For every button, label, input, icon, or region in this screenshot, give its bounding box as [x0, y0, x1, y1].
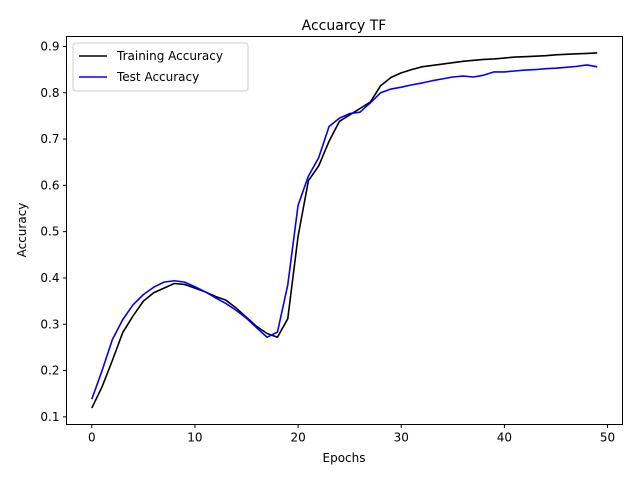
axis-ticks: 0 10 20 30 40 50 0.1 0.2 0.3 0.4 0.5 0.6 0.7 0.8 0.9: [40, 39, 615, 444]
x-tick-label: 0: [88, 431, 96, 445]
series-line-2: [91, 64, 598, 400]
plot-frame: [66, 36, 623, 425]
x-axis-label: Epochs: [323, 451, 366, 465]
y-tick-label: 0.8: [40, 86, 59, 100]
x-tick-label: 50: [600, 431, 615, 445]
y-tick-label: 0.4: [40, 271, 59, 285]
series-layer: [91, 52, 598, 409]
y-tick-label: 0.2: [40, 364, 59, 378]
x-tick-label: 10: [187, 431, 202, 445]
series-line-1: [91, 52, 598, 409]
legend-box: [72, 42, 249, 92]
y-tick-label: 0.3: [40, 317, 59, 331]
legend-label-1: Training Accuracy: [116, 49, 223, 63]
y-tick-label: 0.7: [40, 132, 59, 146]
y-tick-label: 0.9: [40, 39, 59, 53]
y-tick-label: 0.5: [40, 225, 59, 239]
legend-label-2: Test Accuracy: [116, 70, 199, 84]
legend: Training Accuracy Test Accuracy: [72, 42, 249, 92]
y-tick-label: 0.6: [40, 178, 59, 192]
chart-title: Accuarcy TF: [302, 18, 387, 34]
x-tick-label: 20: [290, 431, 305, 445]
x-tick-label: 30: [394, 431, 409, 445]
y-axis-label: Accuracy: [15, 203, 29, 258]
x-tick-label: 40: [497, 431, 512, 445]
y-tick-label: 0.1: [40, 410, 59, 424]
